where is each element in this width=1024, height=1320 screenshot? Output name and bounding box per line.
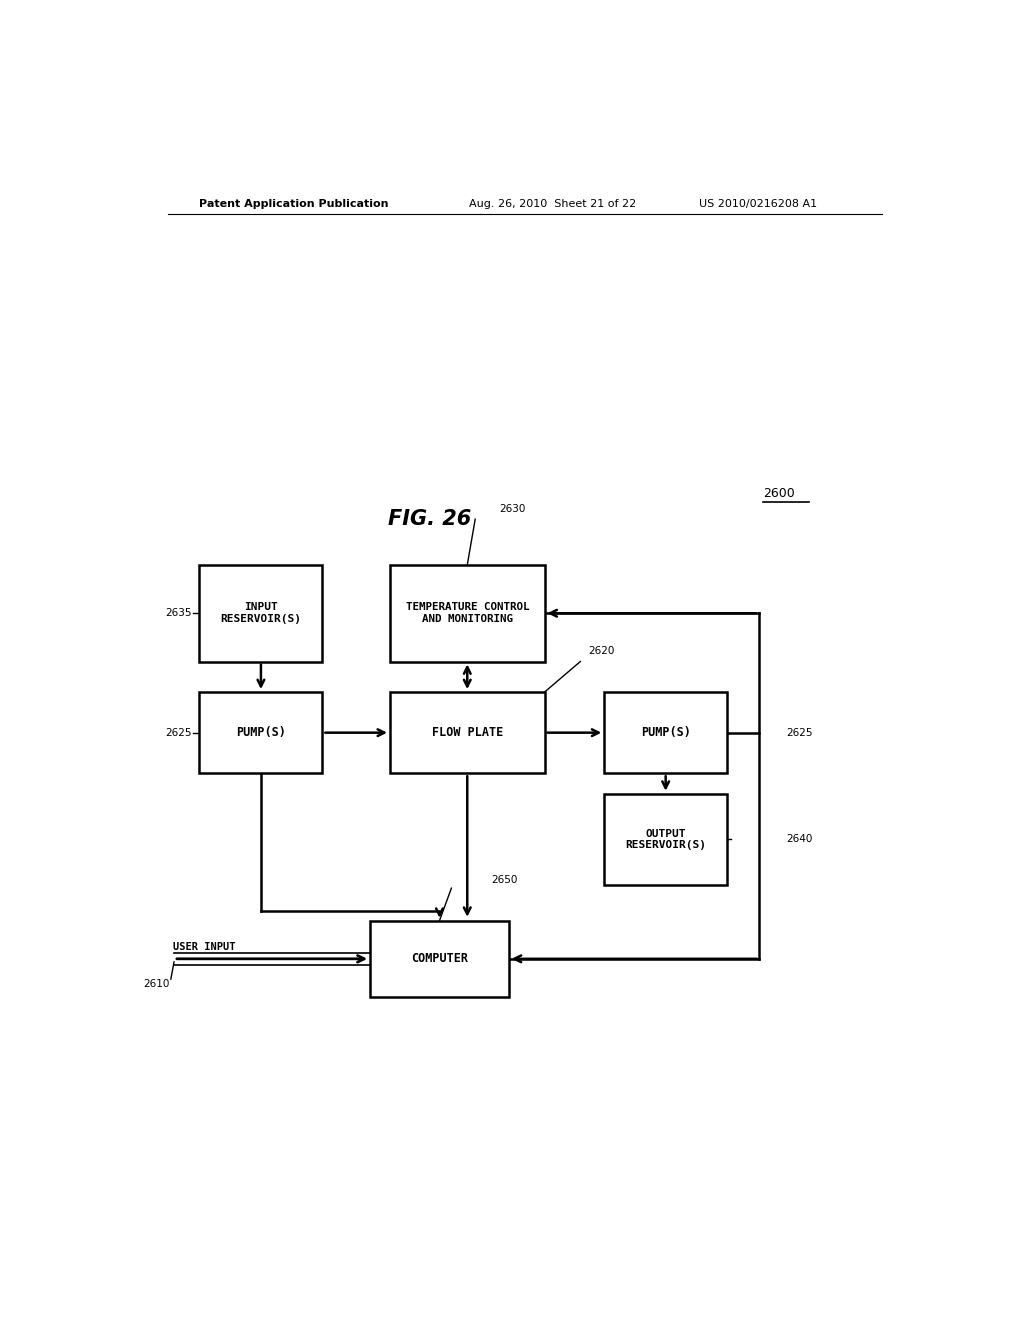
- Bar: [390, 692, 545, 774]
- Text: OUTPUT
RESERVOIR(S): OUTPUT RESERVOIR(S): [626, 829, 707, 850]
- Text: 2625: 2625: [786, 727, 813, 738]
- Bar: [200, 565, 323, 661]
- Text: FIG. 26: FIG. 26: [388, 510, 471, 529]
- Text: 2650: 2650: [492, 875, 517, 884]
- Text: FLOW PLATE: FLOW PLATE: [432, 726, 503, 739]
- Text: 2630: 2630: [499, 504, 525, 513]
- Bar: [370, 921, 509, 997]
- Bar: [604, 692, 727, 774]
- Text: Aug. 26, 2010  Sheet 21 of 22: Aug. 26, 2010 Sheet 21 of 22: [469, 199, 637, 209]
- Text: 2620: 2620: [588, 647, 614, 656]
- Text: 2635: 2635: [165, 609, 191, 618]
- Text: TEMPERATURE CONTROL
AND MONITORING: TEMPERATURE CONTROL AND MONITORING: [406, 602, 529, 624]
- Text: USER INPUT: USER INPUT: [173, 941, 236, 952]
- Text: Patent Application Publication: Patent Application Publication: [200, 199, 389, 209]
- Text: COMPUTER: COMPUTER: [411, 952, 468, 965]
- Bar: [200, 692, 323, 774]
- Text: 2610: 2610: [143, 979, 169, 989]
- Bar: [604, 793, 727, 886]
- Bar: [390, 565, 545, 661]
- Text: INPUT
RESERVOIR(S): INPUT RESERVOIR(S): [220, 602, 301, 624]
- Text: PUMP(S): PUMP(S): [236, 726, 286, 739]
- Text: US 2010/0216208 A1: US 2010/0216208 A1: [699, 199, 817, 209]
- Text: PUMP(S): PUMP(S): [641, 726, 690, 739]
- Text: 2600: 2600: [763, 487, 795, 500]
- Text: 2625: 2625: [165, 727, 191, 738]
- Text: 2640: 2640: [786, 834, 813, 845]
